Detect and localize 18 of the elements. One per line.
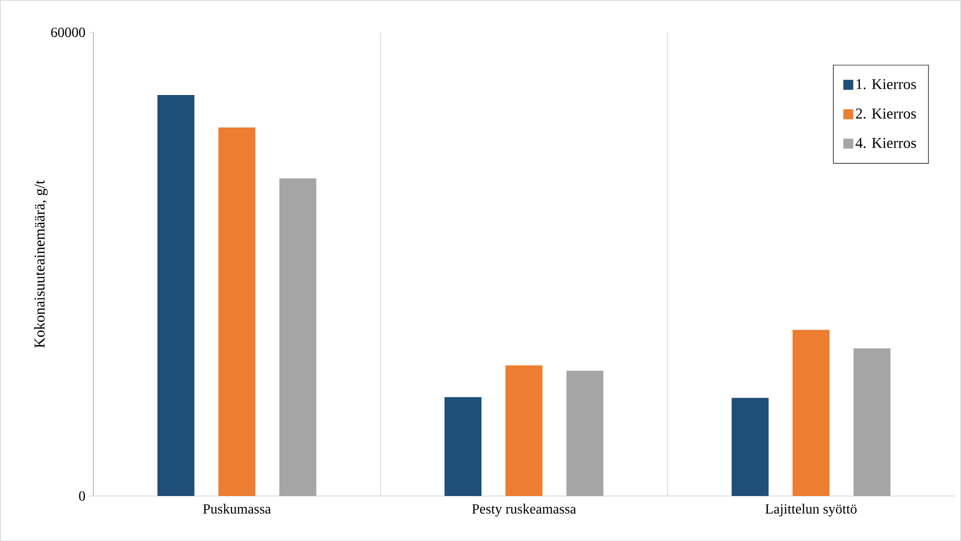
bar (566, 370, 604, 496)
bar (157, 94, 194, 496)
x-tick-label: Puskumassa (203, 504, 271, 514)
bar (792, 330, 830, 496)
bar (279, 178, 316, 496)
bar (505, 365, 542, 496)
x-tick-label: Lajittelun syöttö (765, 504, 857, 516)
y-axis-title: Kokonaisuuteainemäärä, g/t (34, 180, 48, 348)
y-tick-label: 0 (79, 491, 85, 501)
y-tick-label: 60000 (51, 27, 85, 37)
bar (854, 348, 890, 496)
bar (218, 127, 256, 496)
bar (444, 396, 482, 496)
legend-label: 4. Kierros (856, 138, 916, 148)
x-tick-label: Pesty ruskeamassa (472, 504, 576, 516)
legend-label: 2. Kierros (856, 108, 916, 118)
bar (732, 398, 769, 496)
legend-label: 1. Kierros (856, 78, 916, 90)
